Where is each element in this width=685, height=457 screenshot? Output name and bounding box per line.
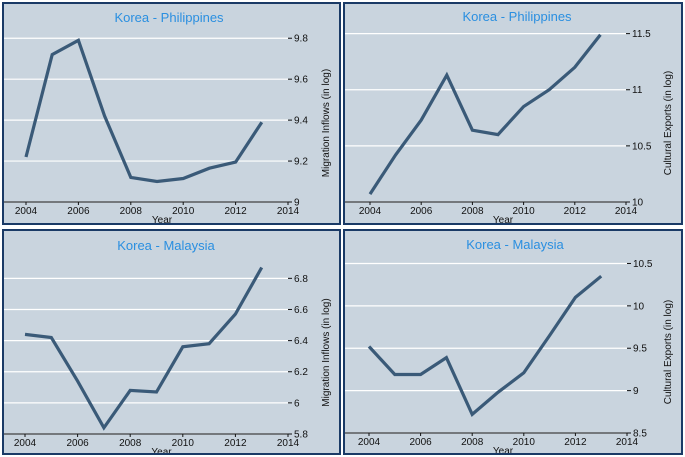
x-tick-label: 2010 <box>172 206 195 217</box>
y-tick-label: 6.6 <box>294 305 308 316</box>
series-line <box>24 37 264 184</box>
plot-background <box>345 4 681 223</box>
y-tick-label: 9.2 <box>294 157 308 168</box>
x-tick-label: 2010 <box>513 437 536 448</box>
chart-panel-top-left: 9 9.2 9.4 9.6 9.8 2004 2006 2008 2010 2012 2014 Yea… <box>2 2 341 225</box>
y-tick-label: 9.6 <box>294 75 308 86</box>
x-axis-label: Year <box>493 215 514 223</box>
x-axis-label: Year <box>151 447 172 453</box>
x-tick-label: 2014 <box>277 206 300 217</box>
y-tick-label: 9 <box>633 386 639 397</box>
y-tick-label: 6.2 <box>294 367 308 378</box>
chart-svg: 8.5 9 9.5 10 10.5 2004 2006 2008 2010 2012 2014 Yea… <box>345 231 681 453</box>
x-tick-label: 2004 <box>359 206 382 217</box>
x-tick-label: 2012 <box>564 437 587 448</box>
chart-svg: 5.8 6 6.2 6.4 6.6 6.8 2004 2006 2008 2010 2012 2014… <box>4 231 339 453</box>
chart-title: Korea - Malaysia <box>466 237 564 252</box>
y-tick-label: 8.5 <box>633 429 647 440</box>
chart-title: Korea - Philippines <box>114 10 224 25</box>
chart-svg: 9 9.2 9.4 9.6 9.8 2004 2006 2008 2010 2012 2014 Yea… <box>4 4 339 223</box>
x-tick-label: 2006 <box>410 206 433 217</box>
y-axis-label: Migration Inflows (in log) <box>321 69 332 177</box>
y-tick-label: 9.5 <box>633 344 647 355</box>
x-tick-label: 2012 <box>224 438 247 449</box>
y-tick-label: 5.8 <box>294 430 308 441</box>
y-tick-label: 11 <box>632 85 643 96</box>
y-tick-label: 9.4 <box>294 116 308 127</box>
y-tick-label: 9 <box>294 198 300 209</box>
y-tick-label: 6.4 <box>294 336 308 347</box>
x-tick-label: 2014 <box>277 438 300 449</box>
x-tick-label: 2008 <box>119 438 142 449</box>
plot-background <box>4 231 339 453</box>
y-axis-label: Cultural Exports (in log) <box>663 71 674 175</box>
x-tick-label: 2008 <box>120 206 143 217</box>
y-tick-label: 11.5 <box>632 29 651 40</box>
x-axis-label: Year <box>493 446 514 453</box>
x-tick-label: 2006 <box>66 438 89 449</box>
series-line <box>368 33 602 195</box>
chart-panel-bottom-right: 8.5 9 9.5 10 10.5 2004 2006 2008 2010 2012 2014 Yea… <box>343 229 683 455</box>
plot-background <box>4 4 339 223</box>
x-tick-label: 2008 <box>461 437 484 448</box>
chart-panel-top-right: 10 10.5 11 11.5 2004 2006 2008 2010 2012 2014 Year… <box>343 2 683 225</box>
y-tick-label: 10.5 <box>632 141 652 152</box>
plot-background <box>345 231 681 453</box>
x-tick-label: 2006 <box>409 437 432 448</box>
x-tick-label: 2014 <box>615 206 638 217</box>
x-tick-label: 2010 <box>172 438 195 449</box>
y-axis-label: Migration Inflows (in log) <box>321 298 332 406</box>
y-tick-label: 10 <box>633 301 645 312</box>
x-tick-label: 2004 <box>358 437 381 448</box>
series-line <box>367 274 603 418</box>
x-tick-label: 2008 <box>461 206 484 217</box>
y-tick-label: 10 <box>632 198 644 209</box>
y-tick-label: 9.8 <box>294 34 308 45</box>
x-tick-label: 2014 <box>616 437 639 448</box>
chart-title: Korea - Malaysia <box>117 238 215 253</box>
chart-title: Korea - Philippines <box>462 9 572 24</box>
chart-panel-bottom-left: 5.8 6 6.2 6.4 6.6 6.8 2004 2006 2008 2010 2012 2014… <box>2 229 341 455</box>
x-tick-label: 2006 <box>67 206 90 217</box>
series-line <box>24 266 264 431</box>
x-tick-label: 2010 <box>512 206 535 217</box>
x-tick-label: 2012 <box>224 206 247 217</box>
chart-svg: 10 10.5 11 11.5 2004 2006 2008 2010 2012 2014 Year… <box>345 4 681 223</box>
y-axis-label: Cultural Exports (in log) <box>663 300 674 404</box>
y-tick-label: 6.8 <box>294 274 308 285</box>
x-axis-label: Year <box>152 215 173 223</box>
x-tick-label: 2004 <box>14 438 37 449</box>
x-tick-label: 2012 <box>564 206 587 217</box>
y-tick-label: 6 <box>294 398 300 409</box>
y-tick-label: 10.5 <box>633 259 653 270</box>
x-tick-label: 2004 <box>15 206 38 217</box>
